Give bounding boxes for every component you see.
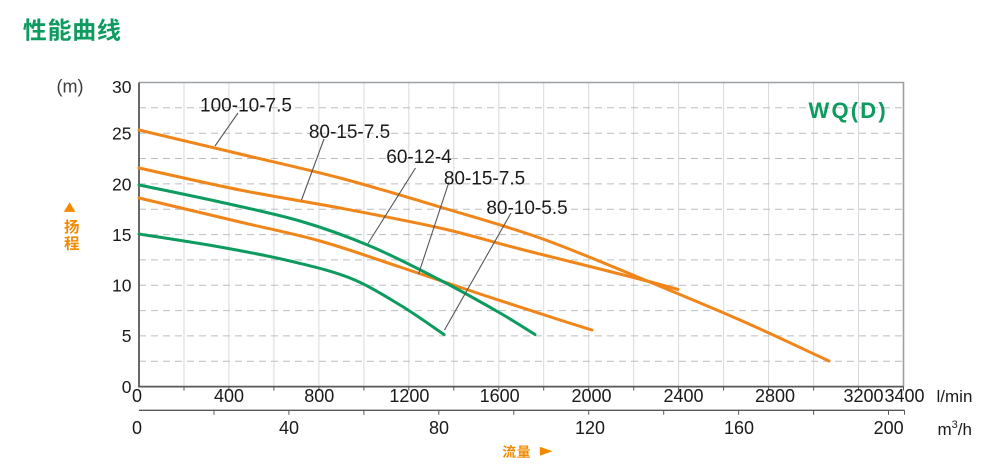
svg-text:100-10-7.5: 100-10-7.5 bbox=[200, 96, 292, 117]
svg-text:1200: 1200 bbox=[389, 386, 429, 406]
svg-text:WQ(D): WQ(D) bbox=[808, 98, 887, 123]
svg-text:3400: 3400 bbox=[884, 386, 924, 406]
svg-text:0: 0 bbox=[132, 418, 142, 438]
svg-text:2800: 2800 bbox=[755, 386, 795, 406]
svg-text:160: 160 bbox=[724, 418, 754, 438]
svg-text:1600: 1600 bbox=[480, 386, 520, 406]
svg-text:60-12-4: 60-12-4 bbox=[386, 147, 452, 168]
svg-text:l/min: l/min bbox=[937, 387, 973, 406]
svg-text:(m): (m) bbox=[57, 77, 84, 97]
svg-text:15: 15 bbox=[112, 225, 131, 245]
svg-text:m3/h: m3/h bbox=[938, 419, 972, 439]
svg-text:5: 5 bbox=[122, 326, 132, 346]
svg-text:800: 800 bbox=[304, 386, 334, 406]
svg-text:20: 20 bbox=[112, 174, 132, 194]
svg-text:30: 30 bbox=[112, 77, 132, 97]
svg-text:200: 200 bbox=[874, 418, 904, 438]
svg-text:0: 0 bbox=[132, 386, 142, 406]
svg-text:40: 40 bbox=[279, 418, 299, 438]
svg-text:80: 80 bbox=[429, 418, 449, 438]
svg-text:10: 10 bbox=[112, 276, 132, 296]
svg-text:2000: 2000 bbox=[571, 386, 611, 406]
svg-text:25: 25 bbox=[112, 124, 131, 144]
svg-text:400: 400 bbox=[214, 386, 244, 406]
svg-text:120: 120 bbox=[575, 418, 605, 438]
svg-text:2400: 2400 bbox=[663, 386, 703, 406]
svg-text:3200: 3200 bbox=[843, 386, 883, 406]
svg-text:80-15-7.5: 80-15-7.5 bbox=[309, 122, 390, 143]
svg-text:80-15-7.5: 80-15-7.5 bbox=[444, 169, 525, 190]
svg-text:80-10-5.5: 80-10-5.5 bbox=[486, 198, 567, 219]
svg-text:0: 0 bbox=[122, 377, 132, 397]
